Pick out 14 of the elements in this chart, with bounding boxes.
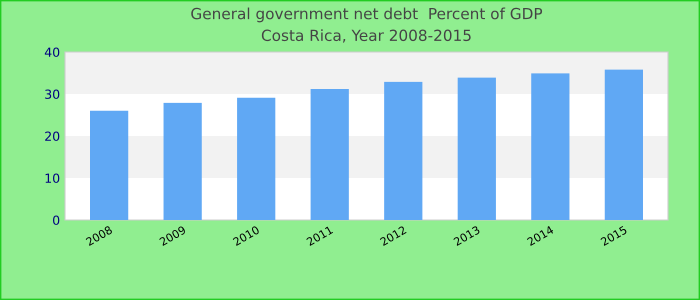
bar [164, 102, 202, 220]
bar [384, 82, 422, 220]
bar [237, 98, 276, 220]
y-tick-label: 0 [53, 215, 60, 225]
bar [531, 73, 570, 220]
bar [458, 78, 496, 220]
y-tick-label: 40 [44, 47, 60, 57]
bar [90, 110, 128, 220]
bar [310, 88, 349, 220]
y-tick-label: 20 [45, 131, 60, 141]
y-tick-label: 10 [46, 173, 60, 183]
chart-title: General government net debt Percent of GDP Costa Rica, Year 2008-2015 [191, 8, 542, 43]
bar [604, 70, 643, 220]
y-tick-label: 30 [45, 89, 60, 99]
